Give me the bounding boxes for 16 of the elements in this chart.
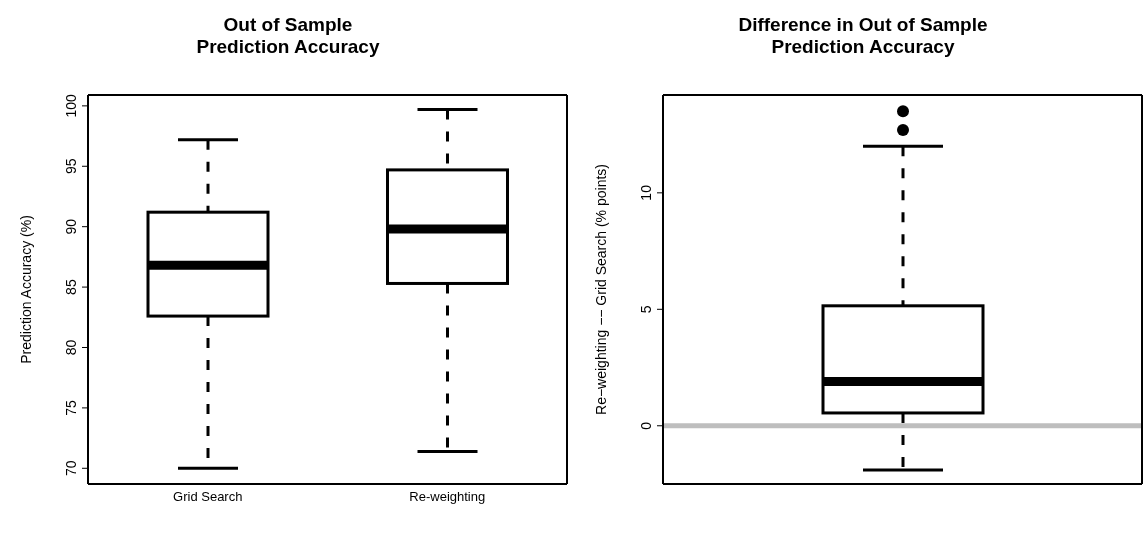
y-tick-label: 100	[63, 93, 79, 118]
y-axis-title: Prediction Accuracy (%)	[17, 215, 34, 364]
y-tick-label: 85	[63, 279, 79, 295]
y-tick-label: 5	[638, 305, 654, 314]
x-tick-label: Grid Search	[173, 489, 243, 505]
y-axis-title: Re−weighting −− Grid Search (% points)	[592, 164, 609, 415]
y-tick-label: 95	[63, 158, 79, 175]
y-tick-label: 80	[63, 339, 79, 356]
x-tick-label: Re-weighting	[409, 489, 486, 505]
y-tick-label: 0	[638, 421, 654, 430]
chart-title: Difference in Out of Sample Prediction Accuracy	[737, 13, 989, 59]
y-tick-label: 10	[638, 184, 654, 201]
y-tick-label: 90	[63, 218, 79, 235]
y-tick-label: 75	[63, 399, 79, 416]
y-tick-label: 70	[63, 460, 79, 477]
chart-title: Out of Sample Prediction Accuracy	[195, 13, 381, 59]
